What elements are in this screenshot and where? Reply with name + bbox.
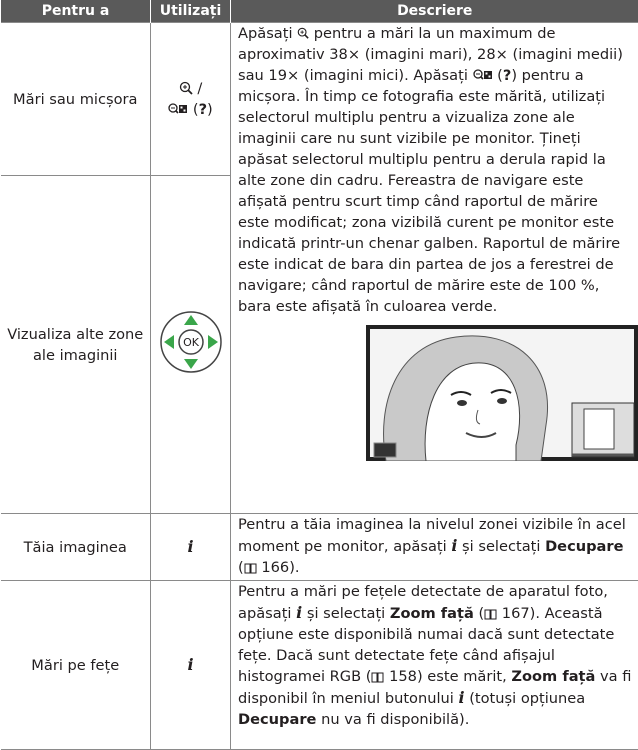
separator: / (197, 80, 202, 97)
zoom-out-icon (168, 102, 188, 116)
menu-item: Decupare (545, 538, 623, 555)
use: i (151, 581, 231, 750)
row: Tăia imaginea i Pentru a tăia imaginea l… (1, 514, 638, 581)
row: Mări sau micșora / (?) Apăsați pentru a … (1, 23, 638, 176)
text: nu va fi disponibilă). (316, 711, 469, 728)
use: OK (151, 176, 231, 514)
i-button: i (187, 537, 193, 556)
column-header: Descriere (231, 0, 638, 23)
menu-item: Zoom față (511, 668, 595, 685)
description: Apăsați pentru a mări la un maximum de a… (231, 23, 638, 514)
text: 158) este mărit, (384, 668, 511, 685)
description: Pentru a tăia imaginea la nivelul zonei … (231, 514, 638, 581)
illustration (366, 325, 638, 461)
row: Mări pe fețe i Pentru a mări pe fețele d… (1, 581, 638, 750)
ok-label: OK (183, 336, 200, 349)
book-icon (371, 671, 384, 683)
text: și selectați (302, 605, 390, 622)
text: ( (493, 67, 503, 84)
menu-item: Decupare (238, 711, 316, 728)
text: și selectați (457, 538, 545, 555)
description: Pentru a mări pe fețele detectate de apa… (231, 581, 638, 750)
text: ( (474, 605, 484, 622)
zoom-in-icon (297, 26, 309, 40)
zoom-out-icon (473, 68, 493, 82)
button-label: ? (199, 101, 207, 118)
action: Mări pe fețe (1, 581, 151, 750)
book-icon (484, 608, 497, 620)
text: 166). (257, 559, 300, 576)
header-row: Pentru a Utilizați Descriere (1, 0, 638, 23)
text: ) pentru a micșora. În timp ce fotografi… (238, 67, 620, 315)
menu-item: Zoom față (390, 605, 474, 622)
text: (totuși opțiunea (465, 690, 586, 707)
book-icon (244, 562, 257, 574)
column-header: Utilizați (151, 0, 231, 23)
action: Vizualiza alte zone ale imaginii (1, 176, 151, 514)
action: Mări sau micșora (1, 23, 151, 176)
paren: ) (207, 101, 213, 118)
zoom-in-icon (179, 81, 193, 95)
action: Tăia imaginea (1, 514, 151, 581)
use: i (151, 514, 231, 581)
i-button: i (187, 655, 193, 674)
column-header: Pentru a (1, 0, 151, 23)
multi-selector-icon: OK (159, 310, 223, 374)
use: / (?) (151, 23, 231, 176)
text: Apăsați (238, 25, 297, 42)
